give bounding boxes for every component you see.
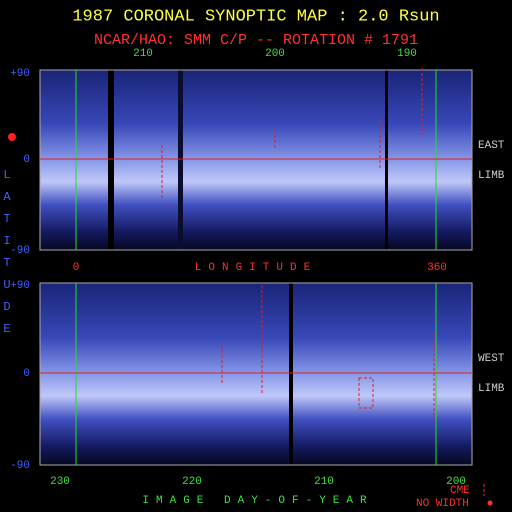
y-tick-label: 0 [23,368,30,380]
y-axis-label: LATITUDE [0,168,14,344]
y-tick-label: +90 [10,68,30,80]
side-label: LIMB [478,383,505,395]
cme-marker [358,377,374,409]
side-label: WEST [478,353,505,365]
data-gap [289,283,293,465]
subtitle: NCAR/HAO: SMM C/P -- ROTATION # 1791 [94,32,418,49]
y-tick-label: 0 [23,154,30,166]
top-tick-label: 190 [397,48,417,60]
title: 1987 CORONAL SYNOPTIC MAP : 2.0 Rsun [72,7,439,26]
x-tick-label: 230 [50,476,70,488]
y-tick-label: +90 [10,280,30,292]
x-tick-label: 200 [446,476,466,488]
x-tick-label: 0 [73,262,80,274]
legend-no-width: NO WIDTH [416,498,469,510]
side-label: LIMB [478,170,505,182]
x-axis-label: IMAGE DAY-OF-YEAR [142,495,373,507]
side-label: EAST [478,140,505,152]
y-tick-label: -90 [10,245,30,257]
dot [8,133,16,141]
top-map [40,70,472,250]
x-tick-label: 220 [182,476,202,488]
legend-no-width-mark [487,500,493,506]
top-tick-label: 210 [133,48,153,60]
x-axis-label: LONGITUDE [195,262,317,274]
data-gap [178,70,183,250]
data-gap [385,70,388,250]
x-tick-label: 210 [314,476,334,488]
data-gap [108,70,114,250]
x-tick-label: 360 [427,262,447,274]
legend-cme: CME [450,485,470,497]
y-tick-label: -90 [10,460,30,472]
top-tick-label: 200 [265,48,285,60]
bottom-map [40,283,472,465]
frame [39,69,473,251]
frame [39,282,473,466]
